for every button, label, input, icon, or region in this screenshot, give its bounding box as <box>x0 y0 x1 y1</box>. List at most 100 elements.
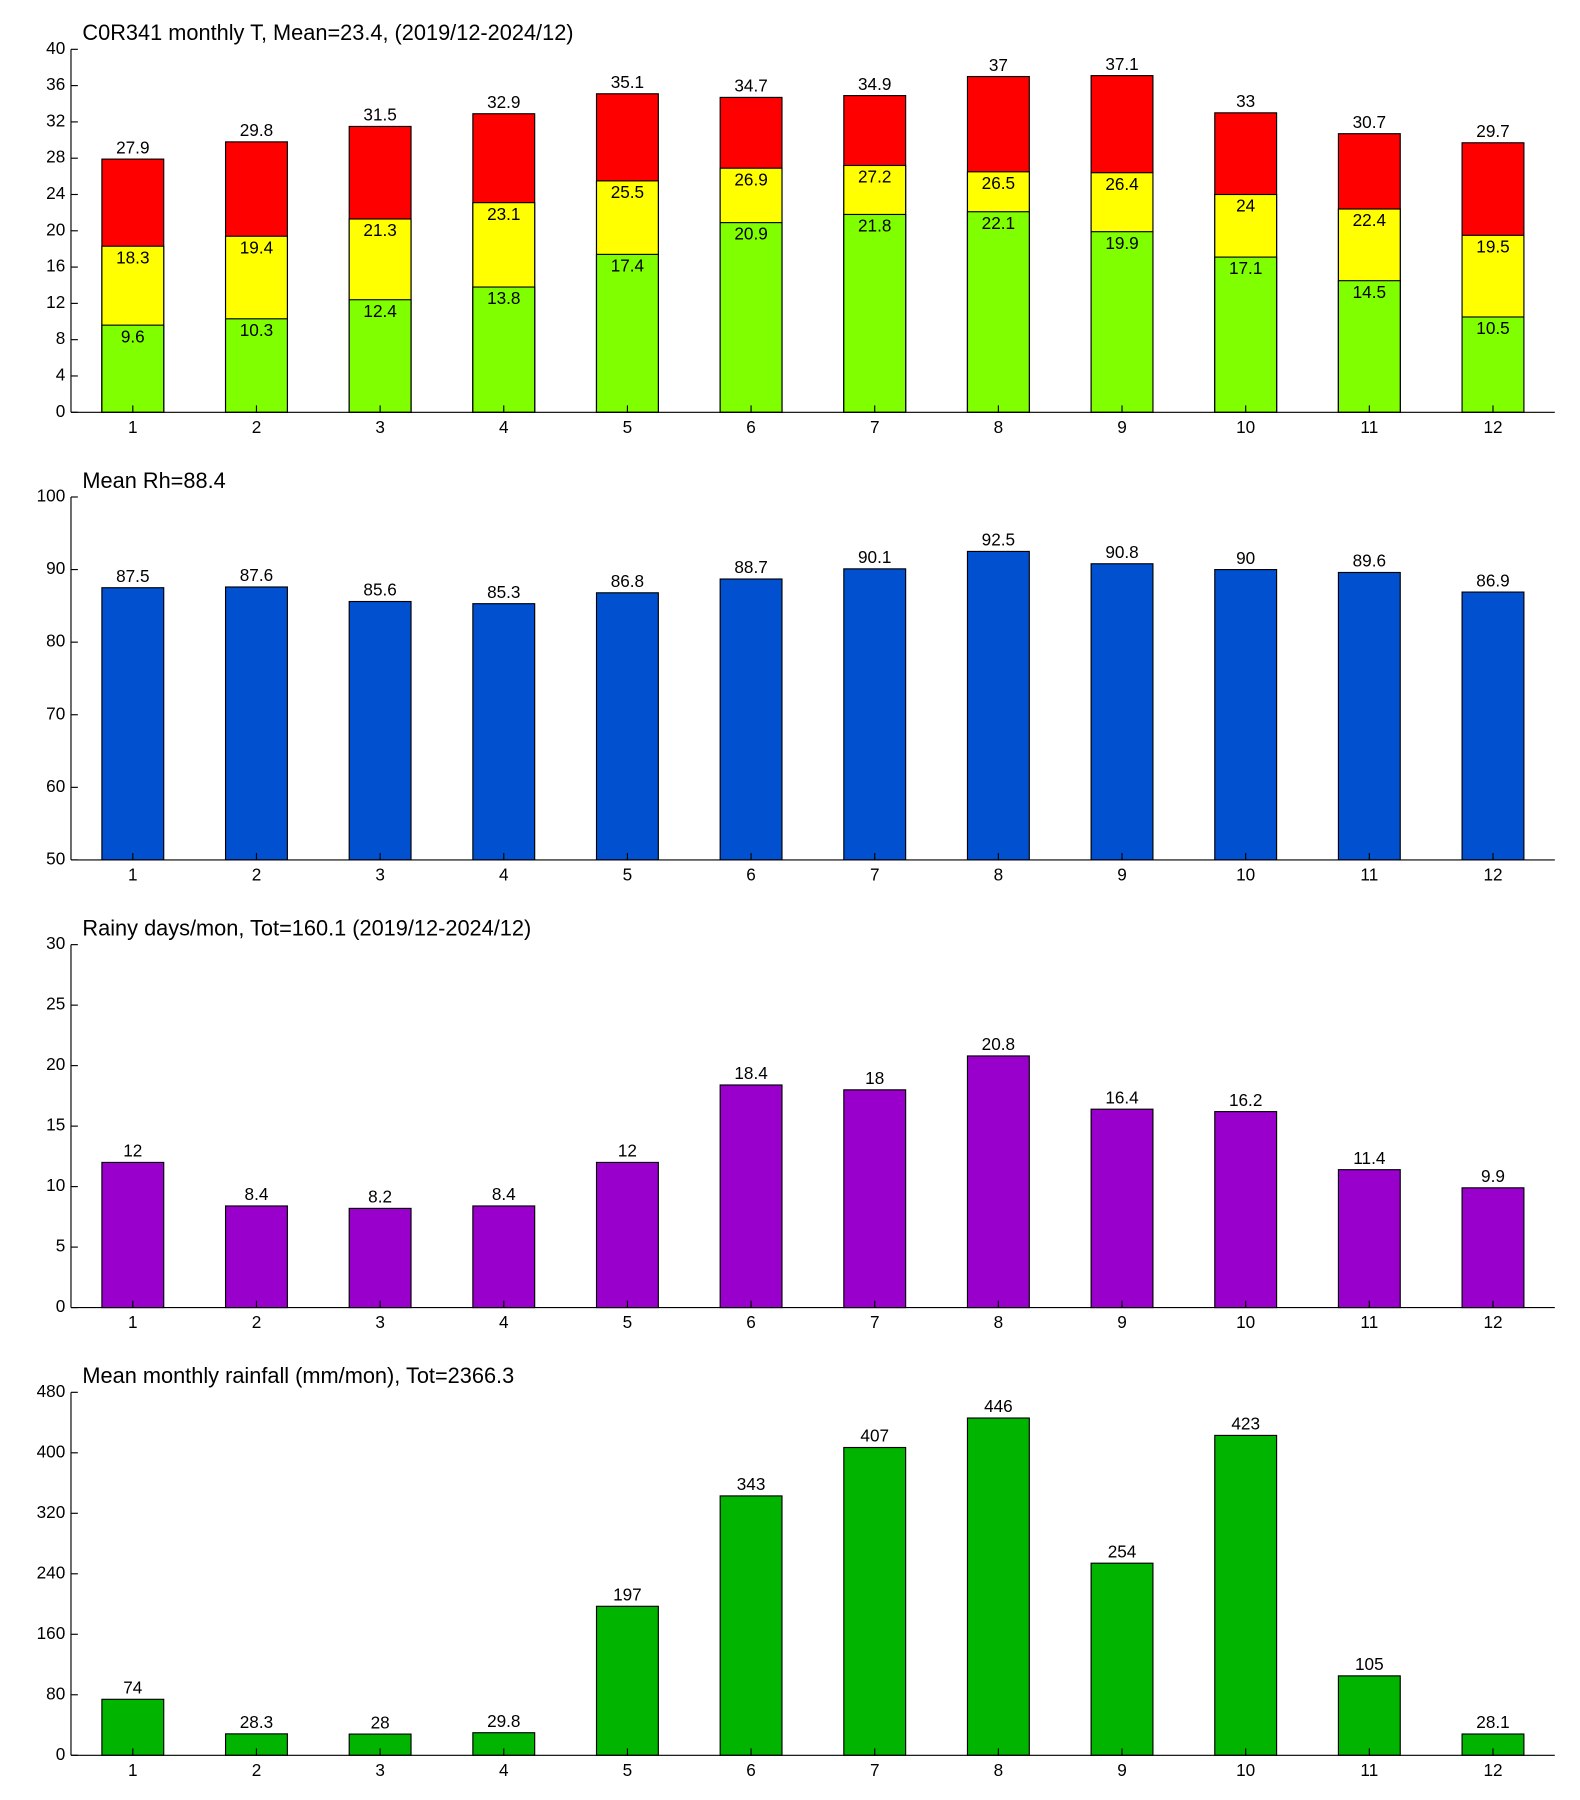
value-label: 13.8 <box>487 288 520 308</box>
bar <box>719 578 783 861</box>
value-label: 22.1 <box>982 213 1015 233</box>
x-tick-label: 6 <box>746 1760 756 1780</box>
x-tick-label: 11 <box>1360 417 1378 437</box>
y-tick-label: 32 <box>46 110 65 130</box>
y-tick-label: 0 <box>56 401 66 421</box>
x-tick-label: 6 <box>746 417 756 437</box>
value-label: 105 <box>1355 1654 1384 1674</box>
y-tick-label: 40 <box>46 38 65 58</box>
value-label: 446 <box>984 1396 1013 1416</box>
value-label: 20.8 <box>982 1034 1015 1054</box>
bar <box>348 600 412 861</box>
x-tick-label: 3 <box>375 1312 385 1332</box>
bar <box>966 1417 1030 1756</box>
value-label: 17.4 <box>611 256 645 276</box>
x-tick-label: 12 <box>1483 864 1502 884</box>
y-tick-label: 70 <box>46 703 65 723</box>
x-tick-label: 4 <box>499 417 509 437</box>
bar <box>1337 1169 1401 1309</box>
x-tick-label: 8 <box>994 1312 1004 1332</box>
value-label: 26.9 <box>734 169 767 189</box>
x-tick-label: 5 <box>623 417 633 437</box>
x-tick-label: 11 <box>1360 1312 1378 1332</box>
value-label: 12 <box>618 1141 637 1161</box>
bar <box>1214 256 1278 413</box>
value-label: 90.8 <box>1105 542 1138 562</box>
bar <box>1090 1562 1154 1756</box>
value-label: 10.5 <box>1476 318 1509 338</box>
bar <box>1337 571 1401 861</box>
value-label: 27.2 <box>858 167 891 187</box>
value-label: 28.1 <box>1476 1712 1509 1732</box>
y-tick-label: 480 <box>37 1381 66 1401</box>
value-label: 8.4 <box>492 1184 516 1204</box>
y-tick-label: 90 <box>46 558 65 578</box>
bar <box>348 1207 412 1309</box>
chart-title: Rainy days/mon, Tot=160.1 (2019/12-2024/… <box>82 916 531 941</box>
chart-title: Mean Rh=88.4 <box>82 468 225 493</box>
value-label: 9.9 <box>1481 1166 1505 1186</box>
bar <box>1461 591 1525 861</box>
bar <box>348 299 412 413</box>
x-tick-label: 12 <box>1483 1312 1502 1332</box>
x-tick-label: 5 <box>623 1312 633 1332</box>
y-tick-label: 12 <box>46 292 65 312</box>
value-label: 29.7 <box>1476 121 1509 141</box>
value-label: 26.4 <box>1105 174 1139 194</box>
x-tick-label: 7 <box>870 1312 880 1332</box>
y-tick-label: 0 <box>56 1296 66 1316</box>
bar <box>595 592 659 861</box>
x-tick-label: 11 <box>1360 1760 1378 1780</box>
y-tick-label: 10 <box>46 1175 65 1195</box>
x-tick-label: 6 <box>746 864 756 884</box>
value-label: 89.6 <box>1353 551 1386 571</box>
value-label: 343 <box>737 1474 766 1494</box>
y-tick-label: 20 <box>46 1054 65 1074</box>
x-tick-label: 9 <box>1117 1760 1127 1780</box>
x-tick-label: 10 <box>1236 1312 1255 1332</box>
value-label: 92.5 <box>982 530 1015 550</box>
x-tick-label: 3 <box>375 417 385 437</box>
value-label: 88.7 <box>734 557 767 577</box>
value-label: 34.9 <box>858 74 891 94</box>
x-tick-label: 7 <box>870 417 880 437</box>
value-label: 37 <box>989 55 1008 75</box>
bar <box>224 318 288 413</box>
x-tick-label: 12 <box>1483 417 1502 437</box>
value-label: 19.4 <box>240 237 274 257</box>
value-label: 21.8 <box>858 216 891 236</box>
value-label: 29.8 <box>240 120 273 140</box>
bar <box>966 550 1030 861</box>
y-tick-label: 15 <box>46 1115 65 1135</box>
x-tick-label: 8 <box>994 864 1004 884</box>
value-label: 28.3 <box>240 1712 273 1732</box>
x-tick-label: 1 <box>128 864 138 884</box>
value-label: 35.1 <box>611 72 644 92</box>
x-tick-label: 10 <box>1236 417 1255 437</box>
bar <box>1461 1187 1525 1309</box>
value-label: 85.3 <box>487 582 520 602</box>
bar <box>1337 1675 1401 1756</box>
y-tick-label: 16 <box>46 256 65 276</box>
x-tick-label: 5 <box>623 864 633 884</box>
value-label: 86.9 <box>1476 570 1509 590</box>
bar <box>224 586 288 861</box>
bar <box>719 1084 783 1309</box>
bar <box>1214 1434 1278 1756</box>
bar <box>101 324 165 413</box>
bar <box>1090 563 1154 861</box>
value-label: 423 <box>1231 1414 1260 1434</box>
bar <box>1214 1111 1278 1309</box>
x-tick-label: 1 <box>128 417 138 437</box>
value-label: 8.2 <box>368 1187 392 1207</box>
y-tick-label: 400 <box>37 1441 66 1461</box>
bar <box>1214 569 1278 861</box>
bar <box>1461 316 1525 413</box>
value-label: 19.9 <box>1105 233 1138 253</box>
value-label: 17.1 <box>1229 258 1262 278</box>
x-tick-label: 4 <box>499 1760 509 1780</box>
x-tick-label: 1 <box>128 1312 138 1332</box>
bar <box>472 286 536 413</box>
value-label: 27.9 <box>116 137 149 157</box>
